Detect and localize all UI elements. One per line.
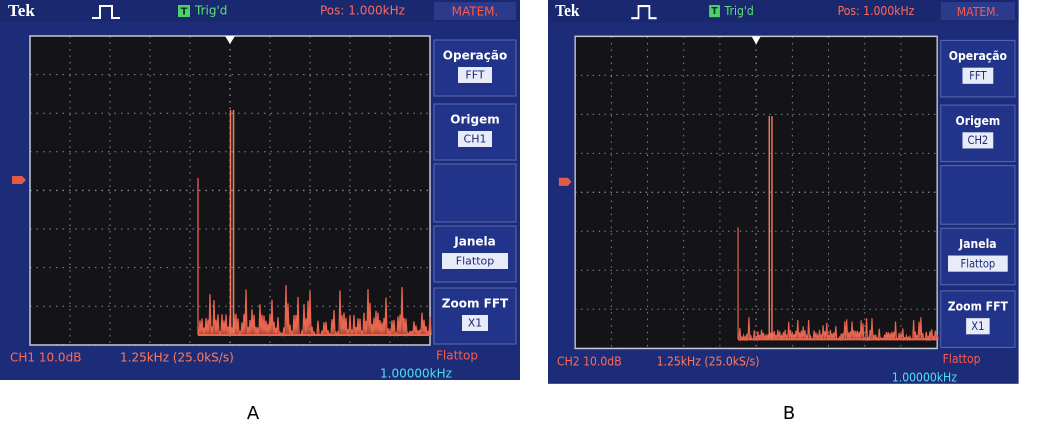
brand: Tek <box>555 0 580 20</box>
header-bar <box>0 0 520 22</box>
frequency: 1.00000kHz <box>892 370 957 385</box>
level-marker <box>12 176 26 184</box>
pulse-icon <box>92 5 120 19</box>
menu-value: Flattop <box>960 258 995 271</box>
fft-peak <box>768 116 773 340</box>
menu-label: Janela <box>453 235 495 249</box>
scope-screen: Tek T Trig'd Pos: 1.000kHz MATEM. Operação FFT… <box>548 0 1019 385</box>
trigger-icon-box <box>709 5 720 18</box>
menu-value: CH1 <box>464 133 487 146</box>
level-marker <box>558 177 572 186</box>
header-bar <box>548 0 1019 23</box>
menu-label: Janela <box>958 237 996 252</box>
menu-title: MATEM. <box>452 5 499 19</box>
menu-value-bg <box>462 315 488 331</box>
menu-title-bg <box>940 2 1015 21</box>
menu-label: Origem <box>956 113 1001 128</box>
menu-value-bg <box>962 132 994 149</box>
menu-value: CH2 <box>968 135 989 148</box>
menu-value: X1 <box>468 317 483 330</box>
menu-label: Zoom FFT <box>948 299 1008 314</box>
trigger-status: Trig'd <box>194 4 227 18</box>
channel-scale: CH2 10.0dB <box>557 354 622 369</box>
position: Pos: 1.000kHz <box>320 4 405 18</box>
window: Flattop <box>436 349 478 363</box>
menu-value-bg <box>966 318 990 335</box>
panel-caption: A <box>247 403 260 424</box>
channel-scale: CH1 10.0dB <box>10 351 81 365</box>
scope-screen: Tek T Trig'd Pos: 1.000kHz MATEM. Operação FFT… <box>0 0 520 381</box>
menu-title-bg <box>434 2 516 20</box>
menu-label: Zoom FFT <box>442 297 509 311</box>
trigger-icon: T <box>711 6 718 18</box>
menu-value: FFT <box>465 69 484 82</box>
fft-peak <box>229 110 235 335</box>
trigger-marker <box>751 36 761 45</box>
menu-value: Flattop <box>456 255 494 268</box>
menu-empty <box>940 165 1016 225</box>
menu-label: Operação <box>949 49 1007 64</box>
fft-trace <box>197 178 432 338</box>
trigger-icon: T <box>181 7 188 18</box>
menu-value-bg <box>948 255 1008 272</box>
panel-caption: B <box>783 403 795 424</box>
frequency: 1.00000kHz <box>380 367 452 381</box>
trigger-icon-box <box>178 5 190 17</box>
menu-label: Origem <box>450 113 499 127</box>
pulse-icon <box>631 5 657 20</box>
menu-value-bg <box>442 253 508 269</box>
window: Flattop <box>943 352 981 367</box>
span: 1.25kHz (25.0kS/s) <box>657 354 760 369</box>
menu-title: MATEM. <box>957 4 999 19</box>
position: Pos: 1.000kHz <box>838 3 915 18</box>
menu-label: Operação <box>443 49 507 63</box>
menu-empty <box>433 163 517 223</box>
trigger-status: Trig'd <box>724 3 754 18</box>
menu-value-bg <box>458 67 492 83</box>
menu-value: FFT <box>969 70 987 83</box>
span: 1.25kHz (25.0kS/s) <box>120 351 234 365</box>
graticule-bg <box>575 36 938 349</box>
menu-value: X1 <box>971 320 984 333</box>
brand: Tek <box>8 1 35 20</box>
trigger-marker <box>225 36 235 44</box>
menu-value-bg <box>458 131 492 147</box>
menu-value-bg <box>962 67 994 84</box>
